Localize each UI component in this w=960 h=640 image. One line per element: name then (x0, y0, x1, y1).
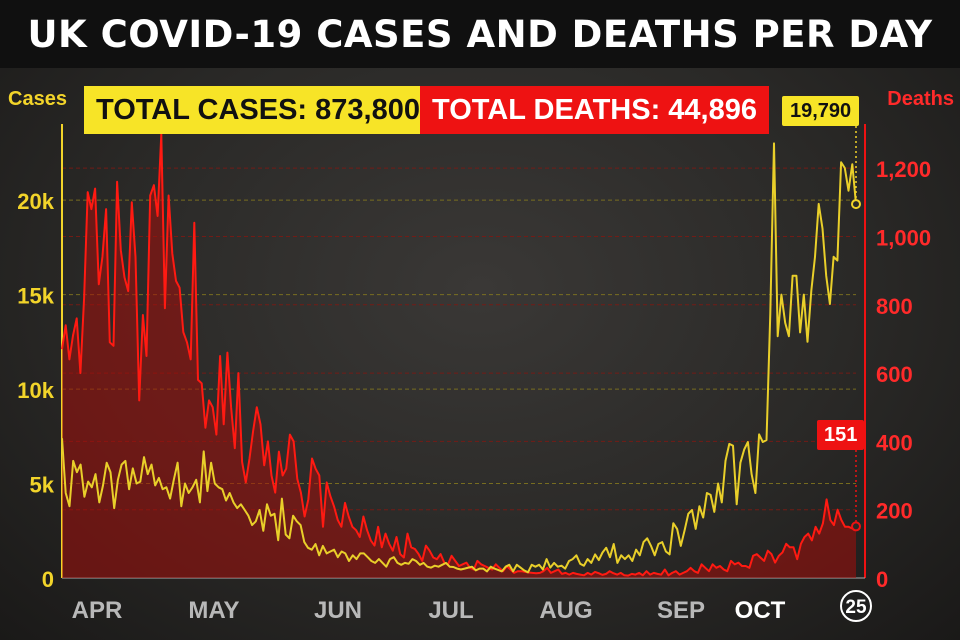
y-tick-right: 0 (876, 567, 888, 592)
x-tick-circle (840, 590, 872, 622)
x-tick-label: 25 (845, 597, 867, 618)
deaths-line (61, 133, 857, 577)
y-tick-left: 20k (17, 189, 54, 214)
total-deaths-label: TOTAL DEATHS: (432, 94, 661, 126)
y-tick-left: 10k (17, 378, 54, 403)
total-cases-box: TOTAL CASES: 873,800 (84, 86, 432, 134)
y-tick-left: 5k (30, 473, 55, 498)
deaths-latest-marker (851, 521, 861, 532)
header-bar: UK COVID-19 CASES AND DEATHS PER DAY (0, 0, 960, 68)
latest-cases-callout: 19,790 (782, 96, 860, 126)
y-tick-right: 200 (876, 499, 913, 524)
deaths-area (62, 134, 856, 578)
total-deaths-value: 44,896 (668, 94, 757, 126)
cases-latest-marker (851, 199, 861, 210)
y-tick-left: 0 (42, 567, 54, 592)
y-tick-right: 1,000 (876, 225, 931, 250)
x-tick-label: MAY (188, 597, 239, 624)
latest-deaths-callout: 151 (817, 420, 865, 450)
total-cases-label: TOTAL CASES: (96, 94, 308, 126)
y-tick-right: 400 (876, 430, 913, 455)
chart-title: UK COVID-19 CASES AND DEATHS PER DAY (27, 12, 933, 56)
x-tick-label: APR (72, 597, 123, 624)
x-tick-label: JUL (428, 597, 473, 624)
x-tick-label: JUN (314, 597, 362, 624)
y-tick-right: 600 (876, 362, 913, 387)
total-deaths-box: TOTAL DEATHS: 44,896 (420, 86, 769, 134)
y-tick-right: 1,200 (876, 157, 931, 182)
cases-line (61, 142, 857, 574)
y-tick-left: 15k (17, 284, 54, 309)
x-tick-label: SEP (657, 597, 705, 624)
total-cases-value: 873,800 (315, 94, 420, 126)
x-tick-label: AUG (539, 597, 592, 624)
x-tick-label: OCT (735, 597, 786, 624)
y-axis-right-label: Deaths (887, 88, 954, 110)
y-axis-left-label: Cases (8, 88, 67, 110)
chart-area: 0 5k 10k 15k 20k 0 200 400 600 800 1,000 1,200 APR MA… (17, 124, 931, 624)
y-tick-right: 800 (876, 294, 913, 319)
